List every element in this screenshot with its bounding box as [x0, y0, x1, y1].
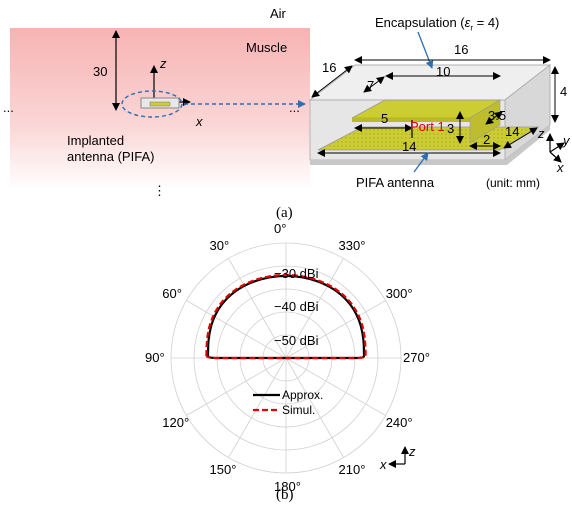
- polar-spoke: [285, 357, 386, 416]
- angle-label: 60°: [162, 285, 182, 301]
- unit-label: (unit: mm): [486, 176, 540, 190]
- dim-2-label: 2: [483, 132, 491, 147]
- dim-3-label: 3: [447, 121, 455, 136]
- radial-label-40: −40 dBi: [274, 299, 319, 314]
- axis-x-right-label: x: [557, 160, 564, 175]
- encapsulation-label: Encapsulation (εr = 4): [375, 15, 500, 33]
- angle-label: 180°: [274, 479, 301, 494]
- angle-label: 120°: [162, 414, 190, 430]
- ellipsis-bottom: ⋮: [153, 183, 166, 198]
- dim-14-bottom-label: 14: [402, 139, 417, 154]
- axis-x-right: [549, 151, 562, 163]
- angle-label: 240°: [385, 414, 413, 430]
- series-simul-curve: [205, 273, 367, 360]
- implant-patch: [149, 101, 171, 107]
- pifa-label: PIFA antenna: [356, 175, 435, 190]
- dim-7-label: 7: [367, 78, 375, 93]
- dim-3-5-label: 3.5: [488, 108, 507, 123]
- axis-y-right-label: y: [563, 133, 570, 148]
- caption-a: (a): [276, 205, 293, 221]
- radial-label-50: −50 dBi: [274, 333, 319, 348]
- angle-label: 330°: [338, 238, 366, 254]
- radiating-patch-front: [352, 118, 470, 122]
- angle-label: 0°: [274, 221, 287, 236]
- legend-simul-label: Simul.: [282, 403, 316, 417]
- axis-z-right-label: z: [538, 126, 545, 141]
- implant-highlight-ellipse: [121, 90, 183, 118]
- pifa-pointer: [413, 152, 429, 173]
- axis-z-left-label: z: [160, 56, 167, 71]
- polar-spoke: [186, 300, 287, 359]
- dim-4-label: 4: [560, 84, 568, 99]
- polar-spoke: [285, 357, 344, 458]
- dim-3-5-line: [485, 111, 503, 125]
- muscle-region: [10, 28, 310, 190]
- axis-x-left-label: x: [196, 114, 203, 129]
- radial-label-30: −30 dBi: [274, 266, 319, 281]
- angle-label: 90°: [145, 350, 165, 365]
- dim-5-label: 5: [381, 111, 389, 126]
- dim-7-line: [363, 76, 385, 93]
- ellipsis-right: ...: [289, 100, 300, 115]
- dim-16-top-label: 16: [454, 42, 469, 57]
- legend-approx-label: Approx.: [282, 388, 324, 402]
- depth-label: 30: [93, 64, 108, 79]
- angle-label: 210°: [338, 461, 366, 477]
- encapsulation-bottom-edge: [310, 125, 550, 165]
- implant-label-line1: Implanted: [67, 133, 125, 148]
- polar-spoke: [186, 357, 287, 416]
- angle-label: 150°: [209, 461, 237, 477]
- dim-14-right-label: 14: [505, 124, 520, 139]
- polar-axis-x-label: x: [380, 457, 387, 472]
- implant-label-line2: antenna (PIFA): [67, 149, 155, 164]
- ellipsis-left: ...: [3, 100, 14, 115]
- polar-series: [205, 273, 367, 360]
- angle-label: 300°: [385, 285, 413, 301]
- dim-14-right-line: [503, 127, 538, 149]
- dim-16-left-label: 16: [322, 60, 337, 75]
- polar-spoke: [285, 258, 344, 359]
- polar-spoke: [285, 300, 386, 359]
- polar-spoke: [228, 258, 287, 359]
- shorting-wall: [469, 99, 501, 144]
- polar-grid: [170, 242, 402, 474]
- port-label: Port 1: [410, 119, 445, 134]
- dim-10-label: 10: [436, 64, 451, 79]
- air-label: Air: [270, 6, 286, 21]
- polar-spoke: [228, 357, 287, 458]
- dim-16-left-line: [311, 65, 353, 98]
- caption-b: (b): [276, 487, 294, 503]
- angle-label: 270°: [403, 350, 430, 365]
- axis-y-right: [549, 142, 565, 153]
- muscle-label: Muscle: [246, 40, 288, 55]
- angle-label: 30°: [209, 238, 230, 254]
- encapsulation-pointer: [417, 31, 434, 69]
- polar-axis-z-label: z: [409, 444, 416, 459]
